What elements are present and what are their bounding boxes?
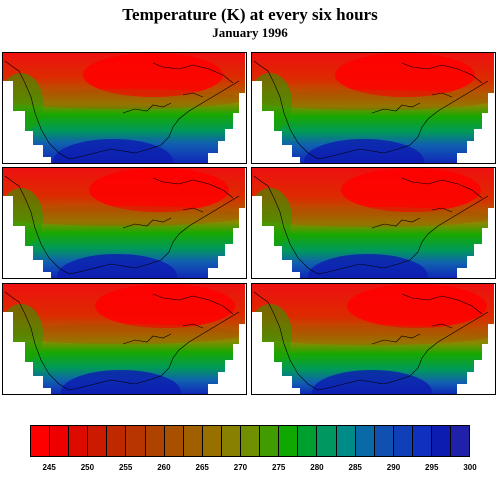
colorbar-swatch bbox=[355, 426, 375, 456]
chart-title: Temperature (K) at every six hours bbox=[122, 5, 378, 24]
coastline bbox=[253, 291, 489, 391]
colorbar-swatch bbox=[202, 426, 222, 456]
colorbar-swatch bbox=[260, 426, 280, 456]
cold-region bbox=[308, 254, 428, 278]
colorbar-tick-label: 265 bbox=[195, 463, 209, 472]
colorbar-tick-label: 245 bbox=[42, 463, 56, 472]
cold-region bbox=[57, 254, 177, 278]
cold-region bbox=[312, 370, 432, 394]
colorbar-tick-label: 270 bbox=[233, 463, 248, 472]
colorbar-swatch bbox=[451, 426, 470, 456]
colorbar-tick-label: 260 bbox=[157, 463, 171, 472]
colorbar-tick-label: 280 bbox=[310, 463, 324, 472]
map-panel-6 bbox=[251, 283, 496, 395]
colorbar-tick-label: 290 bbox=[386, 463, 401, 472]
map-panel-1 bbox=[2, 52, 247, 164]
chart-subtitle: January 1996 bbox=[212, 25, 288, 40]
map-panel-5 bbox=[2, 283, 247, 395]
coastline bbox=[253, 60, 489, 160]
colorbar-tick-label: 295 bbox=[425, 463, 439, 472]
colorbar-tick-label: 285 bbox=[348, 463, 362, 472]
colorbar-swatch bbox=[69, 426, 89, 456]
colorbar-swatch bbox=[50, 426, 70, 456]
colorbar-swatch bbox=[374, 426, 394, 456]
map-panel-3 bbox=[2, 167, 247, 279]
colorbar-swatch bbox=[164, 426, 184, 456]
colorbar-swatch bbox=[126, 426, 146, 456]
colorbar-swatch bbox=[183, 426, 203, 456]
colorbar-swatch bbox=[393, 426, 413, 456]
warm-core-region bbox=[341, 168, 481, 212]
colorbar-swatch bbox=[145, 426, 165, 456]
colorbar-swatch bbox=[412, 426, 432, 456]
colorbar-swatch bbox=[279, 426, 299, 456]
warm-core-region bbox=[347, 284, 487, 328]
warm-core-region bbox=[335, 53, 475, 97]
map-panel-2 bbox=[251, 52, 496, 164]
coastline bbox=[4, 291, 240, 391]
coastline bbox=[4, 60, 240, 160]
colorbar-swatch bbox=[88, 426, 108, 456]
color-scale-bar bbox=[30, 425, 470, 457]
warm-core-region bbox=[89, 168, 229, 212]
cold-region bbox=[61, 370, 181, 394]
warm-core-region bbox=[83, 53, 223, 97]
cold-region bbox=[53, 139, 173, 163]
colorbar-swatch bbox=[298, 426, 318, 456]
colorbar-swatch bbox=[107, 426, 127, 456]
colorbar-tick-label: 250 bbox=[80, 463, 95, 472]
colorbar-tick-label: 300 bbox=[463, 463, 477, 472]
colorbar-swatch bbox=[431, 426, 452, 456]
colorbar-swatch bbox=[241, 426, 261, 456]
colorbar-swatch bbox=[221, 426, 242, 456]
colorbar-tick-label: 255 bbox=[118, 463, 133, 472]
colorbar-tick-label: 275 bbox=[272, 463, 286, 472]
coastline bbox=[4, 175, 240, 275]
colorbar-swatch bbox=[31, 426, 51, 456]
map-panel-4 bbox=[251, 167, 496, 279]
warm-core-region bbox=[95, 284, 235, 328]
coastline bbox=[253, 175, 489, 275]
colorbar-swatch bbox=[317, 426, 337, 456]
colorbar-swatch bbox=[336, 426, 356, 456]
